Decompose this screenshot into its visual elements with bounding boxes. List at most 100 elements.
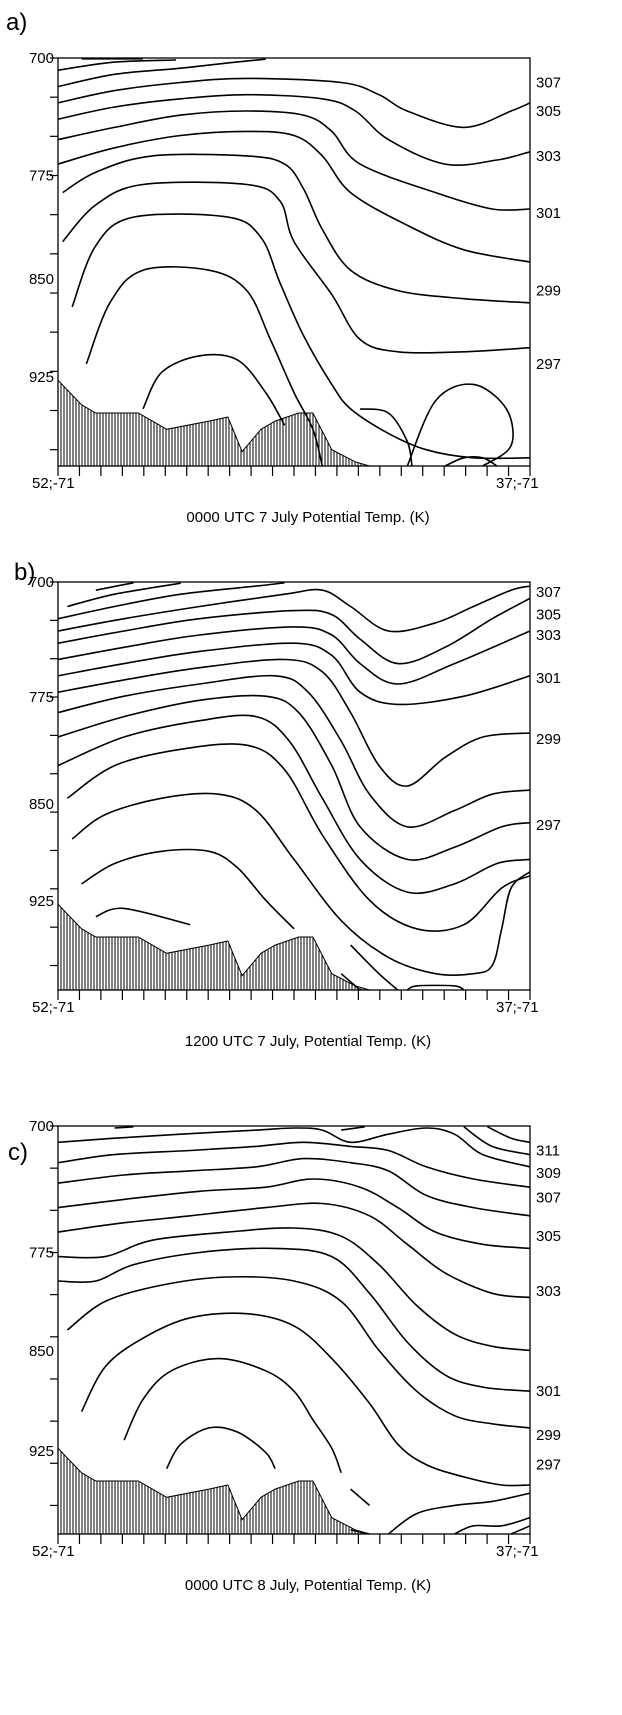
isentrope-line — [62, 153, 530, 304]
isentrope-line — [58, 714, 530, 895]
isentrope-line — [81, 848, 295, 930]
panel-label: c) — [8, 1139, 28, 1166]
contour-lines — [58, 582, 530, 990]
contour-label: 299 — [536, 731, 561, 748]
isentrope-line — [444, 456, 498, 466]
isentrope-line — [95, 582, 134, 591]
contour-label: 303 — [536, 1283, 561, 1300]
isentrope-line — [114, 1126, 134, 1129]
contour-label: 301 — [536, 205, 561, 222]
axis-ticks — [50, 1125, 531, 1544]
axis-ticks — [50, 57, 531, 476]
isentrope-line — [58, 585, 530, 633]
isentrope-line — [350, 944, 399, 990]
y-tick-label: 925 — [29, 369, 54, 386]
contour-label: 303 — [536, 627, 561, 644]
terrain — [57, 903, 370, 991]
isentrope-line — [58, 1227, 530, 1352]
x-tick-label-right: 37;-71 — [496, 475, 539, 492]
x-tick-label-right: 37;-71 — [496, 999, 539, 1016]
y-tick-label: 700 — [29, 574, 54, 591]
isentrope-line — [71, 213, 530, 460]
isentrope-line — [58, 130, 530, 263]
isentrope-line — [406, 383, 514, 466]
contour-label: 307 — [536, 1189, 561, 1206]
isentrope-line — [165, 1426, 276, 1470]
isentrope-line — [58, 59, 177, 71]
isentrope-line — [58, 674, 530, 828]
isentrope-line — [123, 1357, 342, 1474]
isentrope-line — [66, 1275, 530, 1429]
contour-label: 301 — [536, 1383, 561, 1400]
y-tick-label: 775 — [29, 1244, 54, 1261]
contour-label: 307 — [536, 74, 561, 91]
isentrope-line — [95, 907, 191, 926]
contour-lines — [58, 58, 530, 466]
contour-label: 297 — [536, 817, 561, 834]
isentrope-line — [67, 582, 181, 608]
isentrope-line — [66, 743, 530, 932]
x-tick-label-left: 52;-71 — [32, 475, 75, 492]
contour-label: 305 — [536, 1228, 561, 1245]
contour-label: 305 — [536, 103, 561, 120]
isentrope-line — [58, 658, 530, 787]
panel-title: 1200 UTC 7 July, Potential Temp. (K) — [185, 1033, 431, 1050]
isentrope-line — [387, 1492, 530, 1534]
contour-label: 299 — [536, 1427, 561, 1444]
contour-label: 301 — [536, 670, 561, 687]
plot-frame — [57, 1125, 531, 1535]
contour-label: 309 — [536, 1165, 561, 1182]
isentrope-line — [487, 1126, 530, 1144]
y-tick-label: 700 — [29, 1118, 54, 1135]
contour-label: 307 — [536, 584, 561, 601]
isentrope-line — [58, 694, 530, 861]
panel-b: b) 700 775 850 925 307 305 303 301 299 2… — [14, 559, 561, 1050]
terrain — [57, 379, 370, 467]
isentrope-line — [58, 1141, 530, 1188]
y-tick-label: 850 — [29, 271, 54, 288]
isentrope-line — [463, 1126, 530, 1156]
contour-label: 297 — [536, 356, 561, 373]
panel-a: a) 700 775 850 925 307 305 303 301 299 2… — [6, 9, 561, 526]
panel-c: c) 700 775 850 925 311 309 307 305 303 3… — [8, 1118, 561, 1594]
isentrope-line — [406, 984, 465, 990]
terrain — [57, 1447, 370, 1535]
isentrope-line — [142, 353, 286, 426]
contour-label: 311 — [536, 1142, 560, 1159]
x-tick-label-left: 52;-71 — [32, 1543, 75, 1560]
isentrope-line — [58, 1178, 530, 1250]
isentrope-line — [58, 642, 530, 706]
isentrope-line — [58, 1157, 530, 1217]
contour-label: 305 — [536, 607, 561, 624]
panel-title: 0000 UTC 7 July Potential Temp. (K) — [186, 509, 429, 526]
y-tick-label: 850 — [29, 1343, 54, 1360]
contour-label: 303 — [536, 148, 561, 165]
y-tick-label: 925 — [29, 893, 54, 910]
contour-label: 299 — [536, 283, 561, 300]
y-tick-label: 775 — [29, 689, 54, 706]
panel-label: a) — [6, 9, 27, 36]
axis-ticks — [50, 581, 531, 1000]
isentrope-line — [350, 1488, 371, 1507]
isentrope-line — [58, 77, 530, 129]
contour-label: 297 — [536, 1457, 561, 1474]
y-tick-label: 925 — [29, 1443, 54, 1460]
isentrope-line — [510, 1525, 530, 1534]
x-tick-label-right: 37;-71 — [496, 1543, 539, 1560]
isentrope-line — [58, 582, 285, 620]
y-tick-label: 850 — [29, 796, 54, 813]
isentrope-line — [58, 93, 530, 166]
isentrope-line — [58, 597, 530, 665]
panel-label: b) — [14, 559, 35, 586]
isentrope-line — [58, 58, 266, 88]
isentrope-line — [359, 408, 413, 466]
isentrope-line — [58, 1202, 530, 1299]
isentrope-line — [58, 110, 530, 211]
plot-frame — [57, 57, 531, 467]
y-tick-label: 700 — [29, 50, 54, 67]
x-tick-label-left: 52;-71 — [32, 999, 75, 1016]
isentrope-line — [341, 1126, 365, 1131]
isentrope-line — [454, 1516, 530, 1534]
contour-lines — [58, 1126, 530, 1534]
